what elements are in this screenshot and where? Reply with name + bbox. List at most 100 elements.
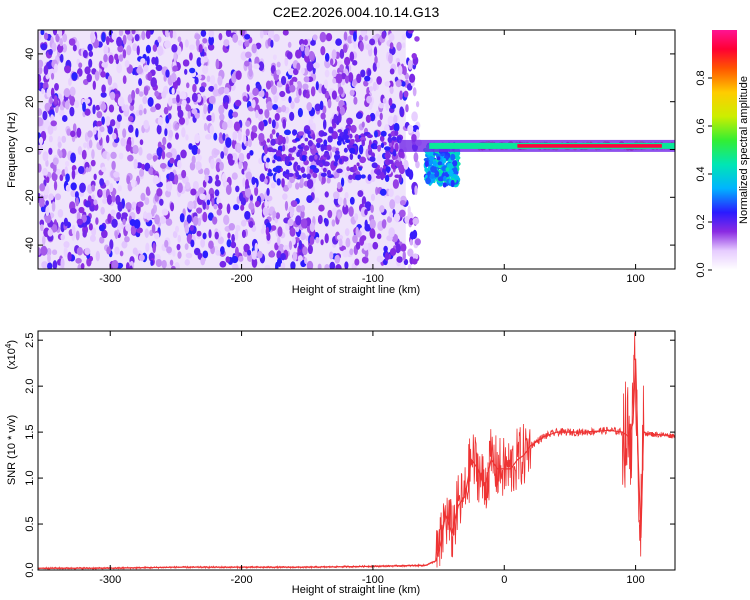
heatmap-cell xyxy=(264,264,271,269)
heatmap-feature-cell xyxy=(381,174,386,179)
heatmap-cell xyxy=(191,108,198,115)
heatmap-cell xyxy=(145,242,150,253)
heatmap-cell xyxy=(203,167,210,177)
heatmap-cell xyxy=(161,208,169,216)
heatmap-cell xyxy=(324,191,329,198)
heatmap-cell xyxy=(231,233,235,244)
heatmap-cell xyxy=(358,144,364,155)
heatmap-cell xyxy=(57,141,62,149)
heatmap-cell xyxy=(57,208,64,218)
heatmap-cell xyxy=(194,112,200,119)
heatmap-cell xyxy=(96,120,103,127)
heatmap-cell xyxy=(154,232,160,240)
heatmap-feature-cell xyxy=(326,144,332,152)
heatmap-cell xyxy=(389,86,394,95)
heatmap-cell xyxy=(340,177,345,187)
heatmap-cell xyxy=(244,40,250,48)
heatmap-cell xyxy=(90,159,96,167)
heatmap-cell xyxy=(325,33,333,42)
heatmap-cell xyxy=(178,117,186,125)
heatmap-cell xyxy=(196,230,202,237)
heatmap-cell xyxy=(184,259,190,266)
heatmap-cell xyxy=(117,201,123,212)
heatmap-cell xyxy=(399,90,403,101)
heatmap-cell xyxy=(217,75,223,86)
heatmap-cell xyxy=(53,180,58,191)
heatmap-cell xyxy=(292,68,299,76)
heatmap-cell xyxy=(258,132,265,143)
heatmap-feature-cell xyxy=(384,152,391,160)
heatmap-cell xyxy=(384,124,390,134)
heatmap-cell xyxy=(327,98,332,109)
heatmap-cell xyxy=(146,189,151,196)
heatmap-cell xyxy=(84,66,91,75)
heatmap-cell xyxy=(111,218,118,228)
heatmap-cell xyxy=(289,209,294,218)
heatmap-cell xyxy=(212,216,218,225)
x-tick-label: -200 xyxy=(231,273,253,285)
heatmap-cell xyxy=(360,69,366,78)
heatmap-cell xyxy=(38,247,41,256)
snr-x-ticks: -300 -200 -100 0 100 xyxy=(99,331,645,586)
heatmap-cell xyxy=(381,219,387,229)
heatmap-cell xyxy=(58,30,63,38)
heatmap-feature-cell xyxy=(452,167,458,173)
heatmap-cell xyxy=(277,226,283,237)
heatmap-cell xyxy=(244,33,251,40)
heatmap-cell xyxy=(272,54,277,61)
heatmap-cell xyxy=(170,265,176,269)
heatmap-cell xyxy=(192,215,199,227)
heatmap-feature-cell xyxy=(320,144,325,152)
heatmap-cell xyxy=(116,63,123,74)
heatmap-cell xyxy=(296,205,303,213)
heatmap-cell xyxy=(374,55,378,65)
snr-panel: -300 -200 -100 0 100 0.0 0.5 1.0 1.5 2.0 2.5 Heig… xyxy=(4,330,676,596)
heatmap-cell xyxy=(259,30,264,39)
heatmap-cell xyxy=(71,169,76,180)
heatmap-feature-cell xyxy=(295,170,299,178)
heatmap-cell xyxy=(157,45,164,57)
heatmap-feature-cell xyxy=(361,139,366,147)
heatmap-cell xyxy=(408,169,414,180)
heatmap-cell xyxy=(226,119,233,129)
heatmap-cell xyxy=(138,78,143,87)
heatmap-feature-cell xyxy=(296,164,301,171)
heatmap-cell xyxy=(395,80,402,88)
heatmap-cell xyxy=(124,60,130,68)
heatmap-cell xyxy=(59,38,63,47)
heatmap-cell xyxy=(84,98,91,105)
heatmap-cell xyxy=(111,160,116,171)
heatmap-cell xyxy=(141,30,146,41)
heatmap-feature-cell xyxy=(385,166,391,173)
heatmap-cell xyxy=(230,241,237,249)
heatmap-cell xyxy=(319,100,324,111)
heatmap-cell xyxy=(241,229,247,239)
heatmap-cell xyxy=(41,88,45,95)
heatmap-cell xyxy=(414,36,420,42)
heatmap-cell xyxy=(172,249,176,257)
heatmap-cell xyxy=(394,142,399,153)
heatmap-feature-cell xyxy=(292,129,298,136)
heatmap-cell xyxy=(152,44,158,52)
heatmap-cell xyxy=(165,152,173,158)
heatmap-cell xyxy=(105,179,110,186)
heatmap-cell xyxy=(415,129,420,138)
heatmap-cell xyxy=(412,229,418,240)
heatmap-cell xyxy=(369,112,376,122)
heatmap-cell xyxy=(166,246,172,254)
heatmap-cell xyxy=(335,73,343,84)
heatmap-cell xyxy=(169,157,175,164)
heatmap-cell xyxy=(168,129,173,138)
heatmap-cell xyxy=(88,223,93,231)
heatmap-cell xyxy=(170,72,177,83)
heatmap-feature-cell xyxy=(288,147,296,153)
heatmap-cell xyxy=(80,262,85,269)
heatmap-cell xyxy=(249,150,254,156)
heatmap-cell xyxy=(208,35,215,46)
heatmap-cell xyxy=(129,265,133,269)
heatmap-cell xyxy=(335,263,342,269)
heatmap-cell xyxy=(93,199,98,206)
heatmap-cell xyxy=(309,235,315,245)
heatmap-cell xyxy=(68,77,72,86)
